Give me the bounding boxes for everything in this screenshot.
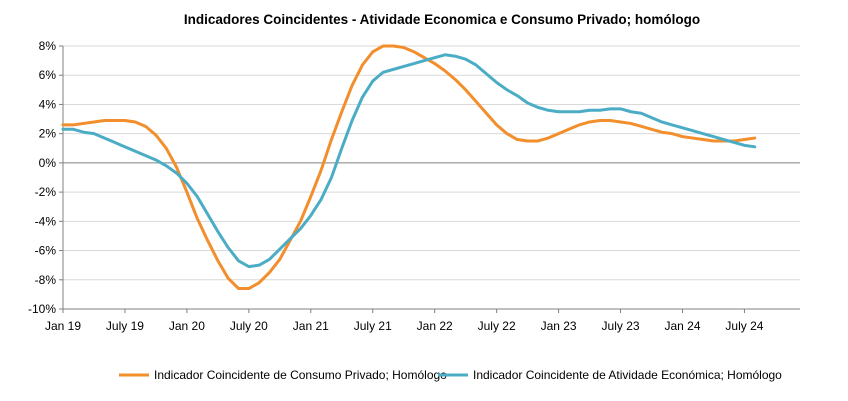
axes: 8% 6% 4% 2% 0% -2% -4% -6% -8% -10% Jan 19 July 19 J… (28, 39, 800, 333)
legend-item-consumo: Indicador Coincidente de Consumo Privado… (119, 368, 447, 382)
legend-label-consumo: Indicador Coincidente de Consumo Privado… (154, 368, 447, 382)
legend-label-atividade: Indicador Coincidente de Atividade Econó… (473, 368, 782, 382)
y-tick-label: 0% (39, 156, 57, 170)
chart-title: Indicadores Coincidentes - Atividade Eco… (184, 12, 700, 27)
series-lines (61, 44, 757, 291)
x-tick-label: July 21 (354, 319, 392, 333)
y-tick-label: -8% (35, 273, 57, 287)
y-tick-label: 8% (39, 39, 57, 53)
x-tick-label: July 22 (478, 319, 516, 333)
x-tick-label: Jan 19 (45, 319, 81, 333)
y-tick-label: 6% (39, 68, 57, 82)
y-tick-label: -4% (35, 214, 57, 228)
series-line-atividade (61, 53, 757, 269)
y-tick-label: -10% (28, 302, 56, 316)
y-tick-label: 2% (39, 127, 57, 141)
series-line-consumo (61, 44, 757, 291)
y-tick-label: -2% (35, 185, 57, 199)
x-tick-label: July 19 (106, 319, 144, 333)
x-tick-label: July 24 (725, 319, 763, 333)
x-tick-label: Jan 23 (541, 319, 577, 333)
x-tick-label: Jan 24 (664, 319, 700, 333)
legend-item-atividade: Indicador Coincidente de Atividade Econó… (438, 368, 782, 382)
x-tick-label: Jan 21 (293, 319, 329, 333)
gridlines (63, 45, 800, 310)
x-tick-label: July 20 (230, 319, 268, 333)
y-tick-label: 4% (39, 97, 57, 111)
x-tick-label: Jan 20 (169, 319, 205, 333)
y-tick-label: -6% (35, 244, 57, 258)
x-tick-label: July 23 (602, 319, 640, 333)
x-tick-label: Jan 22 (417, 319, 453, 333)
legend: Indicador Coincidente de Consumo Privado… (119, 368, 782, 382)
